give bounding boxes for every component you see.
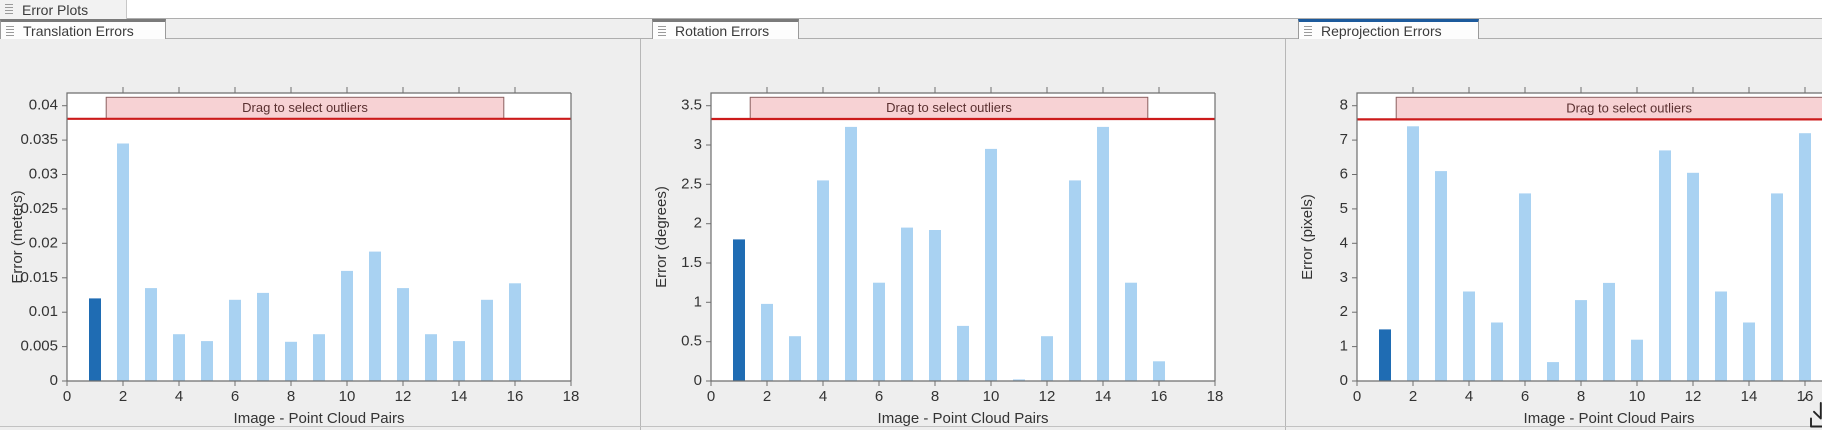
svg-text:10: 10 <box>983 388 1000 405</box>
svg-text:Image - Point Cloud Pairs: Image - Point Cloud Pairs <box>234 410 405 427</box>
svg-text:14: 14 <box>1741 388 1758 405</box>
svg-text:6: 6 <box>231 388 239 405</box>
svg-text:2: 2 <box>694 215 702 232</box>
svg-text:14: 14 <box>1095 388 1112 405</box>
svg-text:0.035: 0.035 <box>20 131 58 148</box>
svg-text:8: 8 <box>1340 97 1348 114</box>
svg-text:0.015: 0.015 <box>20 269 58 286</box>
svg-text:Error (meters): Error (meters) <box>9 190 26 283</box>
svg-text:2.5: 2.5 <box>681 175 702 192</box>
svg-text:1: 1 <box>1340 338 1348 355</box>
svg-text:0: 0 <box>1340 372 1348 389</box>
svg-text:Drag to select outliers: Drag to select outliers <box>1566 100 1692 115</box>
svg-text:3.5: 3.5 <box>681 97 702 114</box>
svg-text:2: 2 <box>1340 303 1348 320</box>
svg-text:12: 12 <box>1685 388 1702 405</box>
svg-text:4: 4 <box>1465 388 1473 405</box>
svg-text:0.025: 0.025 <box>20 200 58 217</box>
svg-text:16: 16 <box>507 388 524 405</box>
svg-text:Image - Point Cloud Pairs: Image - Point Cloud Pairs <box>1524 410 1695 427</box>
svg-text:0.01: 0.01 <box>29 303 58 320</box>
svg-text:3: 3 <box>1340 269 1348 286</box>
svg-text:0: 0 <box>1353 388 1361 405</box>
svg-text:2: 2 <box>763 388 771 405</box>
svg-text:2: 2 <box>1409 388 1417 405</box>
svg-text:14: 14 <box>451 388 468 405</box>
svg-text:0: 0 <box>63 388 71 405</box>
svg-text:Error (degrees): Error (degrees) <box>653 186 670 288</box>
svg-text:8: 8 <box>931 388 939 405</box>
svg-text:18: 18 <box>563 388 580 405</box>
svg-text:4: 4 <box>1340 234 1348 251</box>
svg-text:6: 6 <box>1521 388 1529 405</box>
svg-text:4: 4 <box>819 388 827 405</box>
svg-text:0.5: 0.5 <box>681 333 702 350</box>
svg-text:18: 18 <box>1207 388 1224 405</box>
svg-text:0.005: 0.005 <box>20 338 58 355</box>
svg-text:12: 12 <box>1039 388 1056 405</box>
svg-text:7: 7 <box>1340 131 1348 148</box>
svg-text:6: 6 <box>1340 166 1348 183</box>
svg-text:0: 0 <box>50 372 58 389</box>
svg-text:Drag to select outliers: Drag to select outliers <box>242 100 368 115</box>
svg-text:4: 4 <box>175 388 183 405</box>
svg-text:0: 0 <box>707 388 715 405</box>
svg-text:10: 10 <box>1629 388 1646 405</box>
svg-text:2: 2 <box>119 388 127 405</box>
svg-text:10: 10 <box>339 388 356 405</box>
svg-text:1: 1 <box>694 293 702 310</box>
svg-text:5: 5 <box>1340 200 1348 217</box>
svg-text:0.04: 0.04 <box>29 97 58 114</box>
svg-text:8: 8 <box>287 388 295 405</box>
svg-text:0.02: 0.02 <box>29 234 58 251</box>
svg-text:16: 16 <box>1151 388 1168 405</box>
svg-text:Image - Point Cloud Pairs: Image - Point Cloud Pairs <box>878 410 1049 427</box>
svg-text:Drag to select outliers: Drag to select outliers <box>886 100 1012 115</box>
svg-text:3: 3 <box>694 136 702 153</box>
svg-text:8: 8 <box>1577 388 1585 405</box>
svg-text:6: 6 <box>875 388 883 405</box>
svg-text:1.5: 1.5 <box>681 254 702 271</box>
svg-text:0: 0 <box>694 372 702 389</box>
svg-text:12: 12 <box>395 388 412 405</box>
svg-text:0.03: 0.03 <box>29 166 58 183</box>
svg-text:Error (pixels): Error (pixels) <box>1299 194 1316 280</box>
